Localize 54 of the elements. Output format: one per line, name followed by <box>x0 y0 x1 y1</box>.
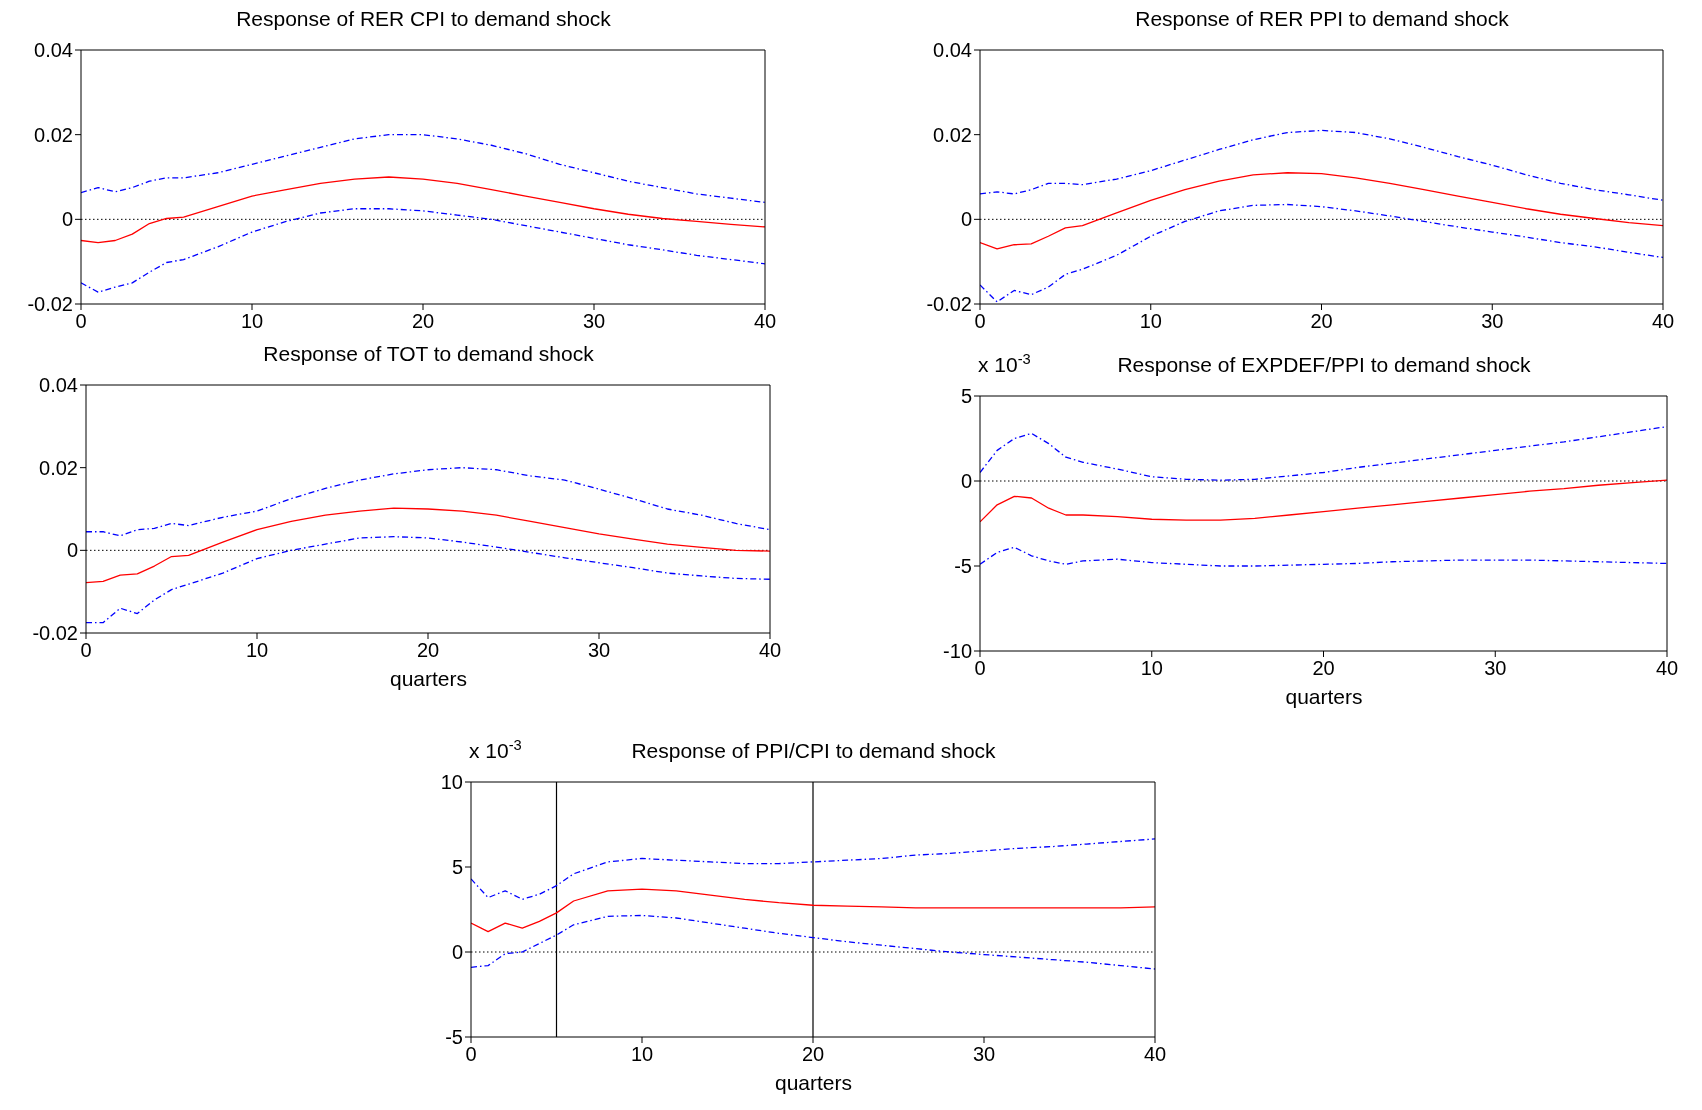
y-tick-label: 0.04 <box>39 374 78 397</box>
x-tick-label: 40 <box>1143 1043 1167 1066</box>
x-tick-label: 10 <box>245 639 269 662</box>
text: x 10$^{-3}$ <box>978 351 1031 376</box>
y-tick-label: 5 <box>451 856 463 879</box>
chart-title: Response of RER PPI to demand shock <box>1135 7 1509 30</box>
x-tick-label: 40 <box>758 639 782 662</box>
chart-title: Response of TOT to demand shock <box>263 342 594 365</box>
x-tick-label: 40 <box>1655 657 1679 680</box>
y-tick-label: 10 <box>440 771 463 794</box>
chart-title: Response of PPI/CPI to demand shock <box>631 739 996 762</box>
y-tick-label: -10 <box>943 640 972 663</box>
x-tick-label: 30 <box>972 1043 996 1066</box>
y-tick-label: 0.02 <box>34 123 73 146</box>
x-tick-label: 10 <box>1140 657 1163 680</box>
y-tick-label: 0.04 <box>34 39 73 62</box>
x-tick-label: 20 <box>1310 310 1333 333</box>
y-tick-label: 0 <box>66 539 78 562</box>
y-tick-label: -5 <box>445 1026 463 1049</box>
chart-title: Response of RER CPI to demand shock <box>236 7 611 30</box>
x-tick-label: 30 <box>1481 310 1504 333</box>
x-tick-label: 20 <box>411 310 435 333</box>
y-tick-label: 5 <box>960 385 972 408</box>
text: x 10$^{-3}$ <box>469 737 522 762</box>
x-axis-title: quarters <box>1285 685 1363 708</box>
y-tick-label: 0 <box>960 470 972 493</box>
y-tick-label: 0 <box>61 208 73 231</box>
y-tick-label: -5 <box>954 555 972 578</box>
x-tick-label: 30 <box>1484 657 1507 680</box>
x-tick-label: 20 <box>1312 657 1335 680</box>
x-tick-label: 20 <box>416 639 440 662</box>
x-tick-label: 10 <box>630 1043 654 1066</box>
y-tick-label: 0 <box>960 208 972 231</box>
x-tick-label: 30 <box>582 310 606 333</box>
x-tick-label: 0 <box>80 639 92 662</box>
x-axis-title: quarters <box>389 667 468 690</box>
x-tick-label: 10 <box>1139 310 1162 333</box>
x-tick-label: 10 <box>240 310 264 333</box>
y-tick-label: -0.02 <box>32 622 78 645</box>
y-tick-label: -0.02 <box>926 293 972 316</box>
x-tick-label: 40 <box>1651 310 1675 333</box>
x-tick-label: 20 <box>801 1043 825 1066</box>
x-tick-label: 30 <box>587 639 611 662</box>
x-tick-label: 0 <box>974 657 986 680</box>
y-tick-label: 0.04 <box>933 39 972 62</box>
y-tick-label: 0.02 <box>39 456 78 479</box>
y-tick-label: 0 <box>451 941 463 964</box>
y-tick-label: 0.02 <box>933 123 972 146</box>
x-tick-label: 0 <box>974 310 986 333</box>
x-tick-label: 40 <box>753 310 777 333</box>
chart-title: Response of EXPDEF/PPI to demand shock <box>1117 353 1531 376</box>
x-axis-title: quarters <box>774 1071 853 1094</box>
y-tick-label: -0.02 <box>27 293 73 316</box>
x-tick-label: 0 <box>465 1043 477 1066</box>
